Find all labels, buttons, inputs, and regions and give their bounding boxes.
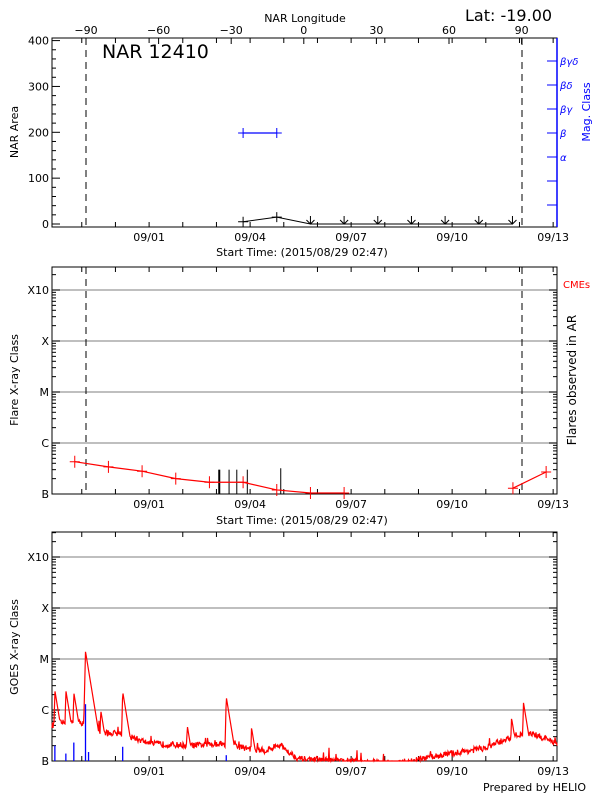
- cme-point: [507, 482, 518, 495]
- mag-class-point: [271, 128, 282, 138]
- area-upper-limit-arrow: [373, 216, 383, 225]
- area-upper-limit-arrow: [339, 216, 349, 225]
- y-tick-label: M: [40, 653, 50, 666]
- panel-flare-class: B C M X X10 09/01 09/04 09/07 09/10 09/13: [27, 266, 569, 511]
- x-tick-label: 09/04: [234, 765, 266, 778]
- y-tick-label: 0: [42, 218, 49, 231]
- cme-point: [69, 455, 80, 468]
- cme-point: [238, 476, 249, 489]
- area-upper-limit-arrow: [440, 216, 450, 225]
- cme-point: [137, 465, 148, 478]
- x-tick-label: 09/10: [436, 231, 468, 244]
- mag-class-label: βγ: [559, 105, 573, 116]
- flares-observed-ylabel: Flares observed in AR: [565, 315, 579, 445]
- y-tick-label: 300: [28, 80, 49, 93]
- cme-point: [305, 487, 316, 499]
- panel1-xlabel: Start Time: (2015/08/29 02:47): [216, 246, 388, 259]
- y-tick-label: X: [41, 335, 49, 348]
- top-tick-label: 60: [442, 24, 456, 37]
- cme-point: [541, 466, 552, 478]
- x-tick-label: 09/01: [133, 498, 165, 511]
- y-tick-label: C: [41, 704, 49, 717]
- area-upper-limit-arrow: [474, 216, 484, 225]
- top-tick-label: −30: [220, 24, 243, 37]
- y-tick-label: 200: [28, 126, 49, 139]
- x-tick-label: 09/04: [234, 231, 266, 244]
- x-tick-label: 09/10: [436, 765, 468, 778]
- mag-class-label: β: [559, 129, 567, 140]
- top-tick-label: 90: [515, 24, 529, 37]
- goes-ylabel: GOES X-ray Class: [8, 599, 21, 695]
- x-tick-label: 09/07: [335, 231, 367, 244]
- flare-class-ylabel: Flare X-ray Class: [8, 334, 21, 426]
- panel-goes: B C M X X10 09/01 09/04 09/07 09/10 09/13: [27, 531, 569, 778]
- cme-point: [271, 483, 282, 496]
- mag-class-point: [238, 128, 249, 138]
- y-tick-label: X10: [27, 551, 49, 564]
- y-tick-label: 400: [28, 35, 49, 48]
- goes-long-channel-line: [51, 651, 558, 764]
- top-axis-title: NAR Longitude: [264, 12, 346, 25]
- plot-frame: [51, 531, 558, 762]
- x-tick-label: 09/04: [234, 498, 266, 511]
- top-tick-label: −60: [147, 24, 170, 37]
- mag-class-ylabel: Mag. Class: [580, 82, 593, 141]
- nar-area-ylabel: NAR Area: [8, 106, 21, 158]
- top-tick-label: 30: [369, 24, 383, 37]
- cme-point: [204, 476, 215, 489]
- lat-label: Lat: -19.00: [465, 6, 552, 25]
- panel-nar-area: 09/01 09/04 09/07 09/10 09/130100200300400−9…: [28, 24, 578, 244]
- y-tick-label: M: [40, 386, 50, 399]
- x-tick-label: 09/07: [335, 498, 367, 511]
- top-tick-label: 0: [300, 24, 307, 37]
- y-tick-label: B: [41, 755, 49, 768]
- plot-frame: [51, 266, 558, 495]
- x-tick-label: 09/13: [537, 231, 569, 244]
- plot-frame: [51, 37, 558, 228]
- top-tick-label: −90: [74, 24, 97, 37]
- y-tick-label: 100: [28, 172, 49, 185]
- cme-point: [339, 487, 350, 499]
- cme-line: [512, 471, 547, 489]
- x-tick-label: 09/13: [537, 498, 569, 511]
- area-upper-limit-arrow: [508, 216, 517, 225]
- cme-point: [170, 472, 181, 485]
- area-upper-limit-arrow: [407, 216, 416, 225]
- region-label: NAR 12410: [102, 41, 209, 63]
- y-tick-label: X10: [27, 284, 49, 297]
- x-tick-label: 09/10: [436, 498, 468, 511]
- cmes-legend: CMEs: [563, 280, 590, 291]
- x-tick-label: 09/01: [133, 765, 165, 778]
- y-tick-label: X: [41, 602, 49, 615]
- prepared-by-helio: Prepared by HELIO: [483, 781, 586, 794]
- y-tick-label: B: [41, 488, 49, 501]
- x-tick-label: 09/13: [537, 765, 569, 778]
- x-tick-label: 09/07: [335, 765, 367, 778]
- mag-class-label: α: [560, 153, 567, 164]
- panel2-xlabel: Start Time: (2015/08/29 02:47): [216, 514, 388, 527]
- area-upper-limit-arrow: [306, 216, 315, 225]
- area-point: [238, 216, 249, 227]
- y-tick-label: C: [41, 437, 49, 450]
- mag-class-label: βδ: [559, 81, 573, 92]
- area-point: [271, 212, 282, 223]
- cme-point: [103, 460, 114, 473]
- mag-class-label: βγδ: [559, 57, 578, 68]
- x-tick-label: 09/01: [133, 231, 165, 244]
